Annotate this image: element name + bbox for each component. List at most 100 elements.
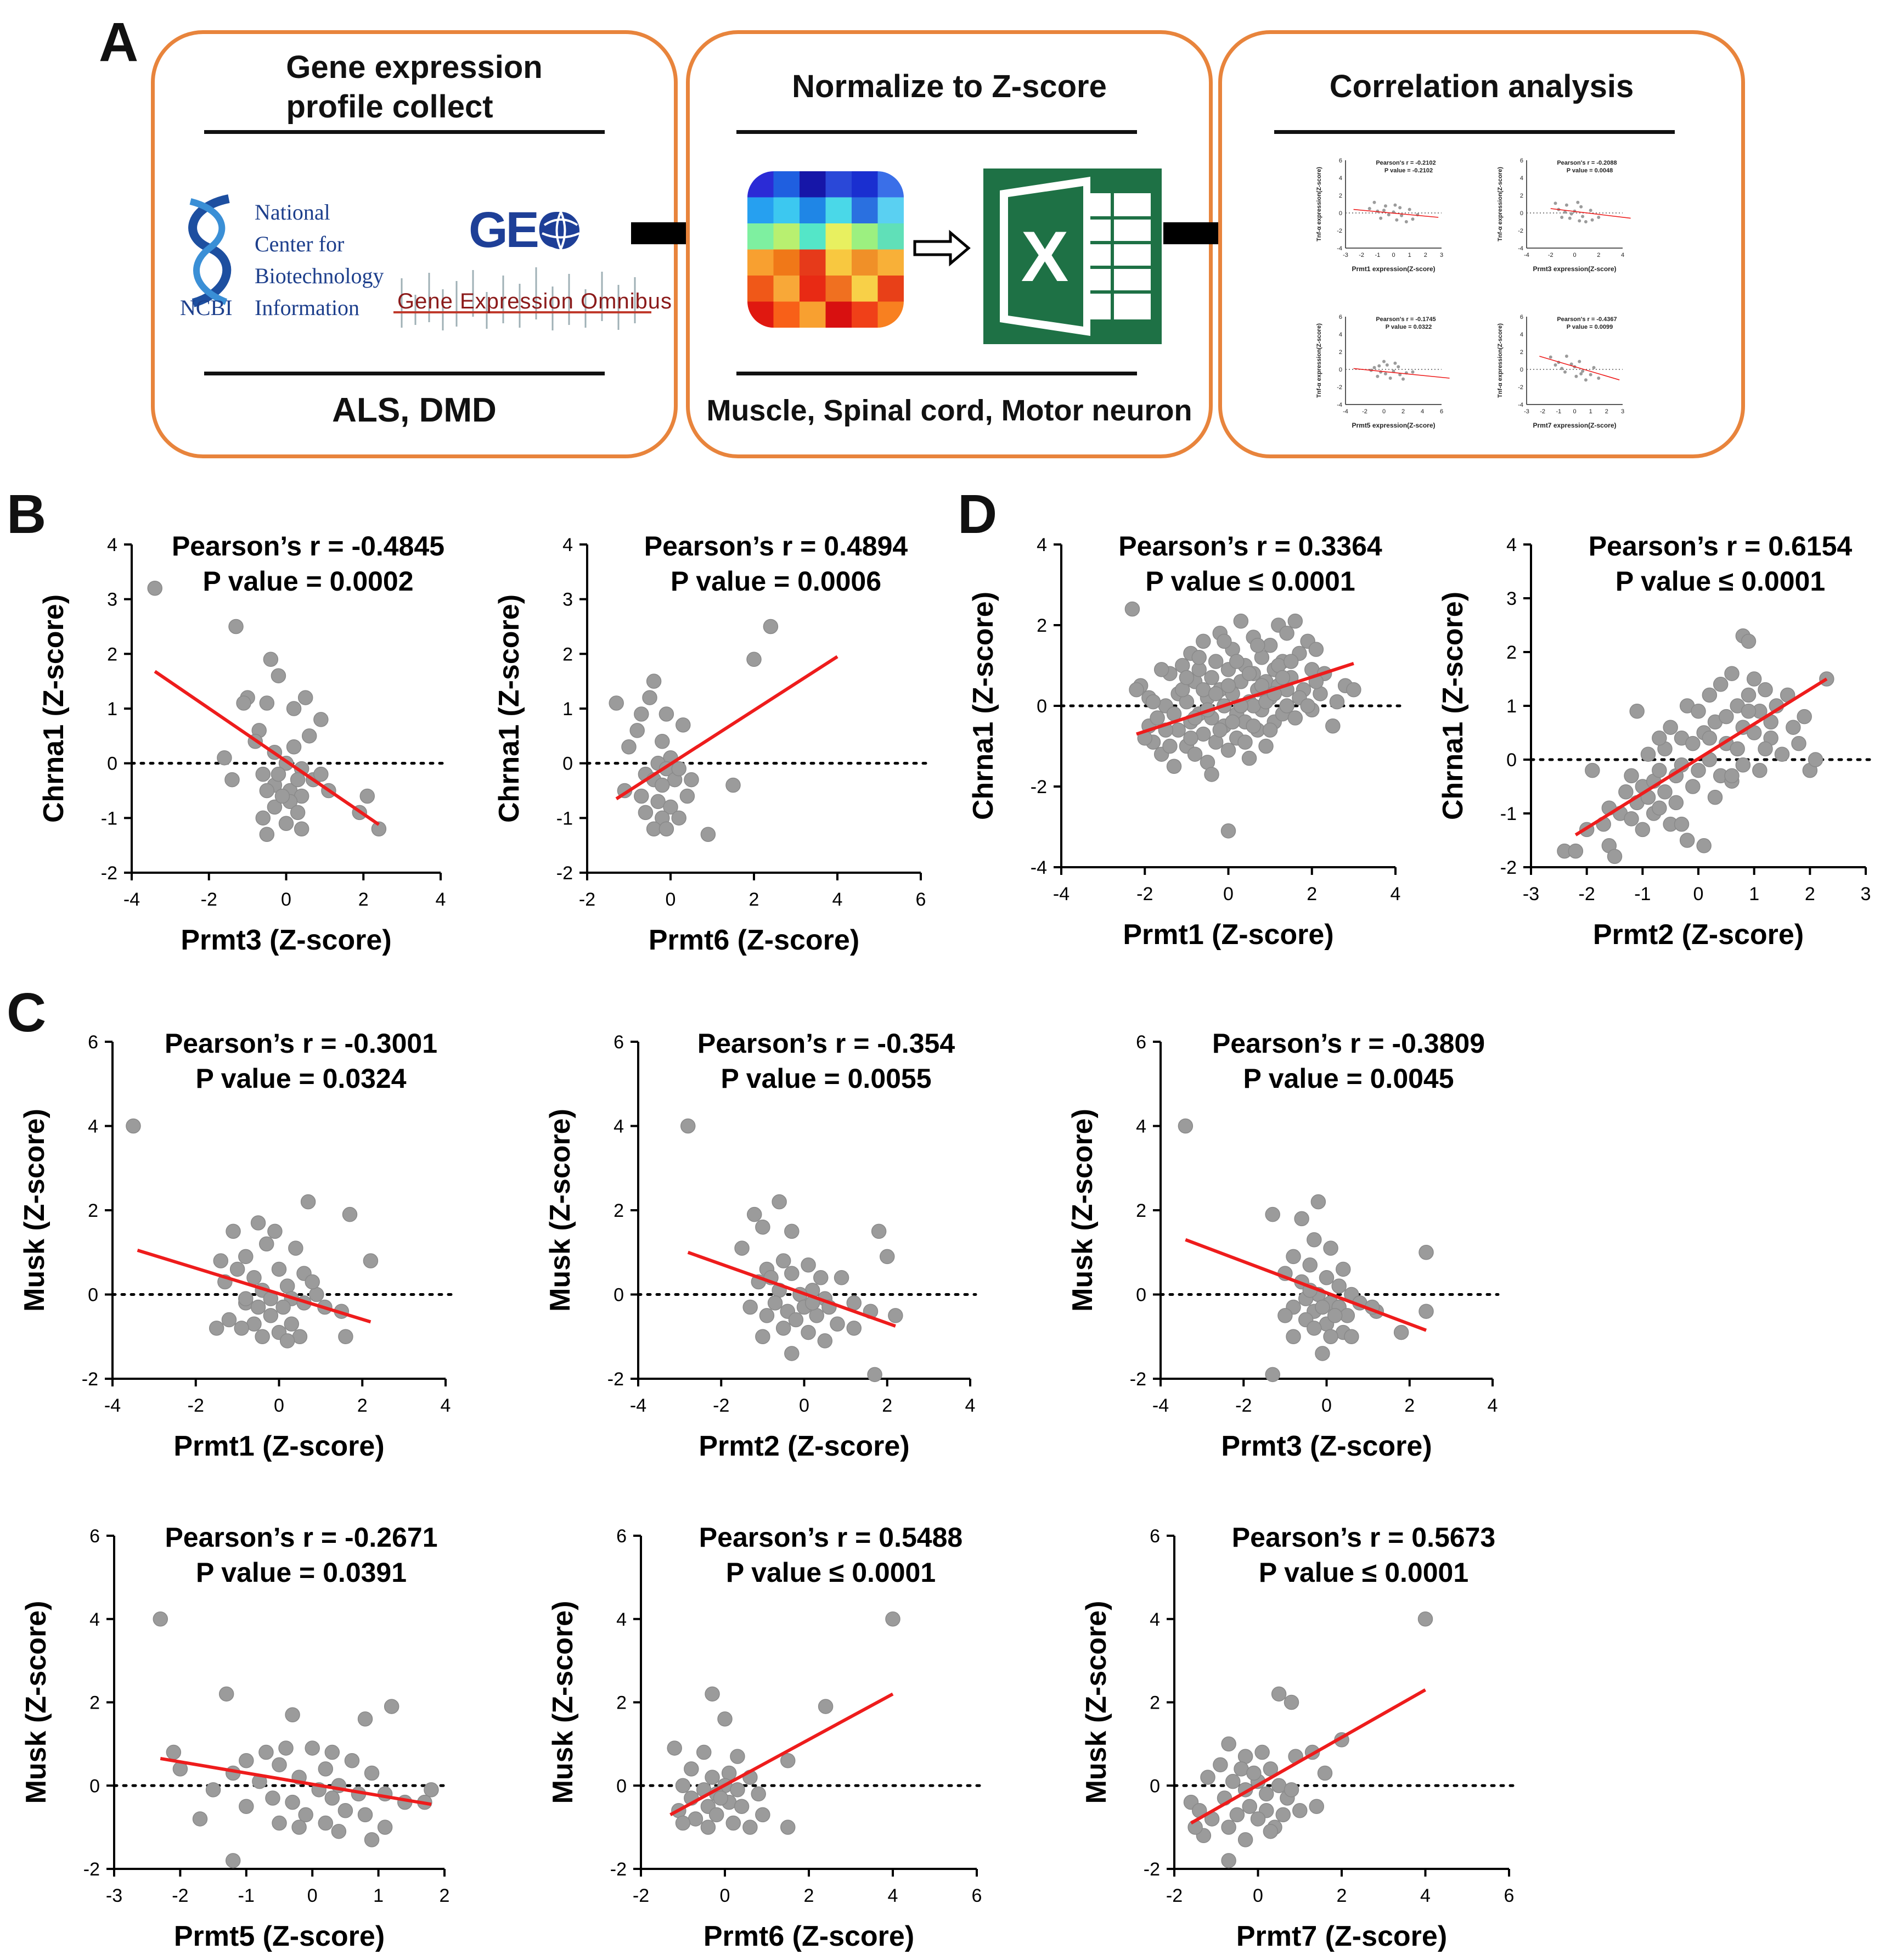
data-point xyxy=(1275,670,1291,686)
data-point xyxy=(364,1765,380,1781)
thumb-data-point xyxy=(1592,366,1596,369)
heatmap-cell xyxy=(825,249,852,276)
data-point xyxy=(1696,838,1712,853)
data-point xyxy=(236,695,251,711)
y-tick-label: 0 xyxy=(562,754,573,774)
stage1-bottom-rule xyxy=(204,372,605,375)
scatter-plot-b1: -2 -1 0 1 2 3 4 -4 -2 0 2 4 Pearson’s r = -0.4845 P v… xyxy=(38,531,448,956)
heatmap-cell xyxy=(852,171,878,198)
p-value-label: P value = 0.0055 xyxy=(721,1063,931,1094)
thumb-x-tick-label: -2 xyxy=(1359,252,1364,259)
heatmap-cell xyxy=(825,197,852,224)
y-tick-label: 6 xyxy=(613,1032,624,1053)
data-point xyxy=(286,701,302,716)
thumb-y-axis-label: Tnf-α expression(Z-score) xyxy=(1316,167,1322,242)
x-axis-label: Prmt5 (Z-score) xyxy=(174,1920,385,1952)
y-tick-label: 0 xyxy=(89,1776,100,1796)
y-tick-label: 0 xyxy=(1150,1776,1160,1796)
data-point xyxy=(275,1299,291,1315)
data-point xyxy=(834,1270,849,1285)
y-tick-label: 1 xyxy=(107,699,117,720)
thumb-data-point xyxy=(1395,218,1399,222)
data-point xyxy=(713,1790,729,1806)
data-point xyxy=(285,1707,300,1723)
heatmap-cell xyxy=(825,301,852,328)
thumb-y-tick-label: 6 xyxy=(1339,314,1342,321)
thumb-data-point xyxy=(1569,212,1573,216)
data-point xyxy=(424,1782,439,1798)
data-point xyxy=(338,1329,353,1344)
data-point xyxy=(1212,722,1228,738)
data-point xyxy=(1208,686,1224,701)
thumb-p-value-label: P value = 0.0099 xyxy=(1567,324,1613,330)
y-tick-label: 0 xyxy=(613,1285,624,1306)
data-point xyxy=(734,1799,750,1814)
data-point xyxy=(192,1811,208,1827)
heatmap-cell xyxy=(773,197,800,224)
y-tick-label: 3 xyxy=(1506,588,1517,609)
x-tick-label: 2 xyxy=(357,1395,368,1416)
x-tick-label: 4 xyxy=(832,889,843,910)
ncbi-abbr: NCBI xyxy=(180,295,233,320)
heatmap-cell xyxy=(877,223,904,250)
p-value-label: P value ≤ 0.0001 xyxy=(726,1557,936,1588)
data-point xyxy=(667,1740,682,1756)
data-point xyxy=(1685,735,1701,751)
thumb-data-point xyxy=(1379,216,1383,220)
y-tick-label: -1 xyxy=(101,808,117,829)
panel-letter-b: B xyxy=(7,484,47,545)
data-point xyxy=(1702,687,1718,703)
y-tick-label: 2 xyxy=(88,1200,98,1221)
data-point xyxy=(696,1744,712,1760)
data-point xyxy=(1323,1329,1338,1344)
x-tick-label: -2 xyxy=(1235,1395,1252,1416)
x-tick-label: 0 xyxy=(1223,884,1234,905)
y-tick-label: -2 xyxy=(83,1859,100,1880)
data-point xyxy=(1346,682,1361,698)
data-point xyxy=(274,788,290,804)
thumb-x-tick-label: 1 xyxy=(1408,252,1411,259)
data-point xyxy=(1730,741,1745,757)
data-point xyxy=(1724,768,1740,784)
thumb-y-tick-label: 0 xyxy=(1520,367,1523,373)
regression-line xyxy=(615,655,838,800)
data-point xyxy=(1336,1261,1351,1277)
regression-line xyxy=(1574,677,1828,836)
data-point xyxy=(1263,1823,1279,1839)
data-point xyxy=(1713,677,1729,692)
data-point xyxy=(1674,816,1690,832)
data-point xyxy=(1325,718,1341,734)
x-tick-label: 0 xyxy=(666,889,676,910)
data-point xyxy=(225,1853,241,1868)
data-point xyxy=(1233,613,1249,629)
data-point xyxy=(742,1299,758,1315)
data-point xyxy=(1191,650,1207,665)
p-value-label: P value ≤ 0.0001 xyxy=(1145,566,1355,597)
data-point xyxy=(239,1753,254,1768)
data-point xyxy=(1724,666,1740,681)
y-tick-label: 4 xyxy=(1150,1609,1160,1630)
data-point xyxy=(1691,704,1706,719)
data-point xyxy=(271,1261,287,1277)
x-tick-label: 2 xyxy=(749,889,759,910)
pearson-r-label: Pearson’s r = -0.4845 xyxy=(172,531,444,561)
thumb-x-tick-label: 4 xyxy=(1421,408,1424,415)
heatmap-cell xyxy=(747,276,774,302)
thumb-regression-line xyxy=(1353,209,1439,218)
data-point xyxy=(1220,823,1236,839)
data-point xyxy=(705,1686,720,1702)
data-point xyxy=(364,1832,380,1847)
thumb-y-tick-label: 2 xyxy=(1339,193,1342,199)
x-tick-label: 0 xyxy=(1253,1885,1263,1906)
heatmap-cell xyxy=(877,249,904,276)
data-point xyxy=(755,1807,770,1823)
thumb-y-tick-label: -2 xyxy=(1518,228,1523,234)
x-tick-label: -2 xyxy=(1579,884,1595,905)
y-tick-label: 2 xyxy=(1037,615,1047,636)
data-point xyxy=(1183,731,1198,746)
y-tick-label: -2 xyxy=(607,1369,624,1390)
thumb-x-tick-label: -4 xyxy=(1524,252,1529,259)
stage2-bottom-rule xyxy=(736,372,1137,375)
data-point xyxy=(1629,704,1645,719)
data-point xyxy=(126,1118,141,1134)
